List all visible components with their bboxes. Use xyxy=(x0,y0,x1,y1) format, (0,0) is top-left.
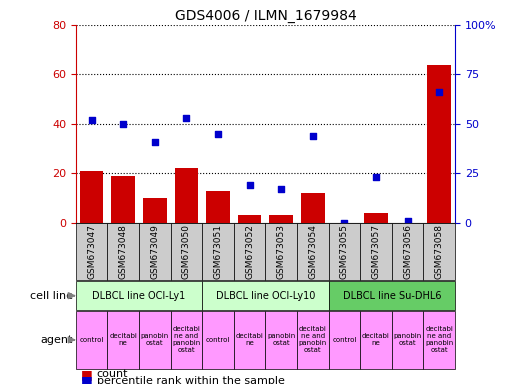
FancyBboxPatch shape xyxy=(76,311,107,369)
Point xyxy=(340,220,349,226)
Point xyxy=(309,132,317,139)
Text: GSM673058: GSM673058 xyxy=(435,224,444,279)
Point xyxy=(87,117,96,123)
Text: decitabi
ne and
panobin
ostat: decitabi ne and panobin ostat xyxy=(425,326,453,353)
FancyBboxPatch shape xyxy=(424,311,455,369)
Text: ■: ■ xyxy=(81,374,93,384)
Point xyxy=(151,139,159,145)
Bar xyxy=(427,65,451,223)
Point xyxy=(435,89,444,95)
FancyBboxPatch shape xyxy=(170,223,202,280)
Text: decitabi
ne: decitabi ne xyxy=(362,333,390,346)
Text: decitabi
ne: decitabi ne xyxy=(236,333,264,346)
Text: cell line: cell line xyxy=(30,291,73,301)
Text: panobin
ostat: panobin ostat xyxy=(267,333,295,346)
FancyBboxPatch shape xyxy=(170,311,202,369)
FancyBboxPatch shape xyxy=(392,311,424,369)
Text: GSM673057: GSM673057 xyxy=(371,224,381,279)
Point xyxy=(182,115,190,121)
Point xyxy=(403,218,412,224)
Bar xyxy=(111,176,135,223)
Text: GSM673048: GSM673048 xyxy=(119,224,128,279)
Text: DLBCL line Su-DHL6: DLBCL line Su-DHL6 xyxy=(343,291,441,301)
FancyBboxPatch shape xyxy=(297,311,328,369)
FancyBboxPatch shape xyxy=(328,223,360,280)
FancyBboxPatch shape xyxy=(139,311,170,369)
Text: GSM673053: GSM673053 xyxy=(277,224,286,279)
Text: GSM673052: GSM673052 xyxy=(245,224,254,279)
Text: decitabi
ne and
panobin
ostat: decitabi ne and panobin ostat xyxy=(172,326,200,353)
Text: DLBCL line OCI-Ly1: DLBCL line OCI-Ly1 xyxy=(93,291,186,301)
Text: control: control xyxy=(79,337,104,343)
Text: panobin
ostat: panobin ostat xyxy=(393,333,422,346)
Text: GSM673050: GSM673050 xyxy=(182,224,191,279)
Bar xyxy=(206,190,230,223)
Bar xyxy=(238,215,262,223)
Point xyxy=(214,131,222,137)
FancyBboxPatch shape xyxy=(392,223,424,280)
Point xyxy=(277,186,286,192)
Text: DLBCL line OCI-Ly10: DLBCL line OCI-Ly10 xyxy=(215,291,315,301)
Bar xyxy=(301,193,325,223)
FancyBboxPatch shape xyxy=(76,281,202,310)
FancyBboxPatch shape xyxy=(107,311,139,369)
Bar xyxy=(364,213,388,223)
Text: control: control xyxy=(332,337,357,343)
Text: GSM673047: GSM673047 xyxy=(87,224,96,279)
FancyBboxPatch shape xyxy=(360,311,392,369)
Text: percentile rank within the sample: percentile rank within the sample xyxy=(97,376,285,384)
FancyBboxPatch shape xyxy=(424,223,455,280)
FancyBboxPatch shape xyxy=(297,223,328,280)
Text: GSM673054: GSM673054 xyxy=(309,224,317,279)
Bar xyxy=(269,215,293,223)
Point xyxy=(245,182,254,188)
FancyBboxPatch shape xyxy=(234,311,266,369)
Bar xyxy=(80,171,104,223)
FancyBboxPatch shape xyxy=(328,281,455,310)
FancyBboxPatch shape xyxy=(266,223,297,280)
Text: GSM673055: GSM673055 xyxy=(340,224,349,279)
Text: GSM673056: GSM673056 xyxy=(403,224,412,279)
Text: agent: agent xyxy=(40,335,73,345)
FancyBboxPatch shape xyxy=(266,311,297,369)
Text: GSM673049: GSM673049 xyxy=(150,224,160,279)
FancyBboxPatch shape xyxy=(202,223,234,280)
FancyBboxPatch shape xyxy=(139,223,170,280)
Bar xyxy=(175,168,198,223)
Point xyxy=(119,121,128,127)
Point xyxy=(372,174,380,180)
Text: decitabi
ne: decitabi ne xyxy=(109,333,137,346)
FancyBboxPatch shape xyxy=(76,223,107,280)
Text: control: control xyxy=(206,337,230,343)
FancyBboxPatch shape xyxy=(202,311,234,369)
FancyBboxPatch shape xyxy=(328,311,360,369)
Text: decitabi
ne and
panobin
ostat: decitabi ne and panobin ostat xyxy=(299,326,327,353)
Text: panobin
ostat: panobin ostat xyxy=(141,333,169,346)
Title: GDS4006 / ILMN_1679984: GDS4006 / ILMN_1679984 xyxy=(175,8,356,23)
FancyBboxPatch shape xyxy=(360,223,392,280)
FancyBboxPatch shape xyxy=(202,281,328,310)
Bar xyxy=(143,198,167,223)
Text: ■: ■ xyxy=(81,368,93,381)
FancyBboxPatch shape xyxy=(234,223,266,280)
FancyBboxPatch shape xyxy=(107,223,139,280)
Text: GSM673051: GSM673051 xyxy=(213,224,222,279)
Text: count: count xyxy=(97,369,128,379)
